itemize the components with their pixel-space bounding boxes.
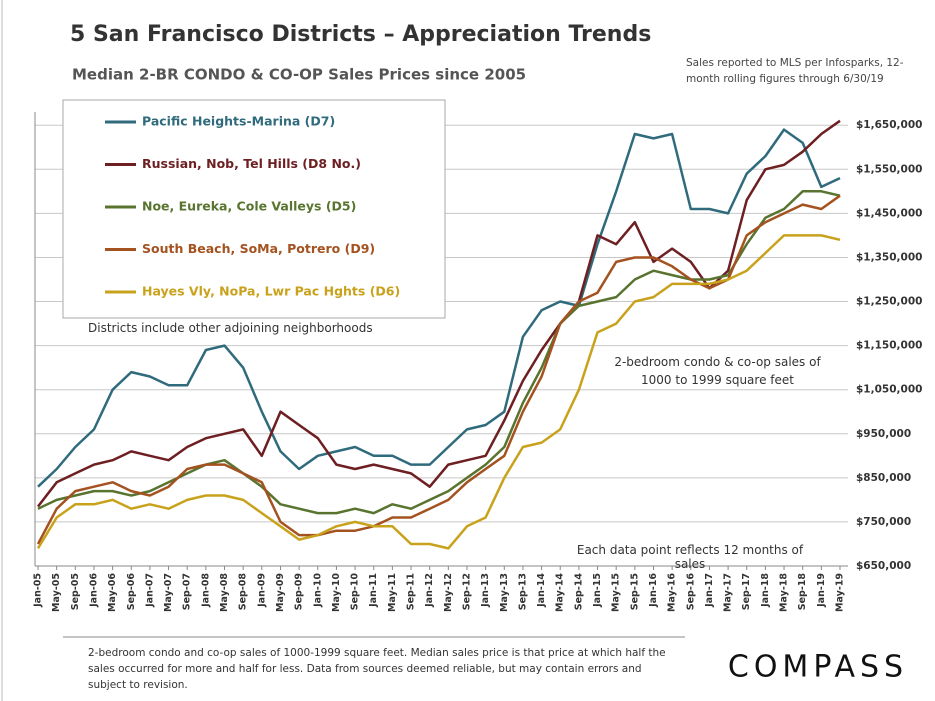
footnote: 2-bedroom condo and co-op sales of 1000-… <box>88 647 666 691</box>
x-tick-label: Jan-17 <box>704 573 715 608</box>
legend-box <box>62 99 446 319</box>
y-tick-label: $750,000 <box>856 516 911 528</box>
x-tick-label: Jan-13 <box>480 573 491 608</box>
x-tick-label: May-13 <box>499 573 510 612</box>
x-tick-label: Sep-09 <box>294 573 305 610</box>
x-tick-label: May-07 <box>163 573 174 612</box>
x-tick-label: May-16 <box>667 573 678 612</box>
x-tick-label: May-12 <box>443 573 454 612</box>
y-tick-label: $1,150,000 <box>856 340 922 352</box>
y-tick-label: $1,050,000 <box>856 384 922 396</box>
x-tick-label: May-11 <box>387 573 398 612</box>
x-tick-label: Sep-08 <box>238 573 249 611</box>
legend-label: Russian, Nob, Tel Hills (D8 No.) <box>142 156 361 171</box>
x-tick-label: Jan-19 <box>816 573 827 608</box>
x-tick-label: May-05 <box>51 573 62 612</box>
legend-label: Pacific Heights-Marina (D7) <box>142 114 335 129</box>
x-tick-label: Sep-18 <box>797 573 808 611</box>
y-tick-label: $1,350,000 <box>856 251 922 263</box>
annotation: Each data point reflects 12 months of sa… <box>576 543 804 571</box>
legend-label: Hayes Vly, NoPa, Lwr Pac Hghts (D6) <box>142 284 400 299</box>
brand-logo: COMPASS <box>728 650 908 685</box>
x-tick-label: Jan-14 <box>536 573 547 608</box>
x-tick-label: Sep-11 <box>406 573 417 610</box>
legend-label: Noe, Eureka, Cole Valleys (D5) <box>142 199 356 214</box>
x-tick-label: Sep-17 <box>741 573 752 610</box>
x-tick-label: May-10 <box>331 573 342 612</box>
x-tick-label: Jan-11 <box>368 573 379 608</box>
x-tick-label: Sep-14 <box>573 573 584 611</box>
legend-label: South Beach, SoMa, Potrero (D9) <box>142 241 375 256</box>
x-tick-label: Jan-09 <box>256 573 267 608</box>
x-tick-label: Jan-18 <box>760 573 771 608</box>
x-tick-label: May-17 <box>723 573 734 612</box>
x-tick-label: Jan-05 <box>33 573 44 608</box>
y-tick-label: $850,000 <box>856 472 911 484</box>
x-tick-label: Sep-15 <box>629 573 640 610</box>
y-tick-label: $650,000 <box>856 560 911 572</box>
x-tick-label: Sep-10 <box>350 573 361 611</box>
x-tick-label: Sep-05 <box>70 573 81 610</box>
x-tick-label: Sep-13 <box>517 573 528 610</box>
x-tick-label: Jan-10 <box>312 573 323 608</box>
x-tick-label: Jan-16 <box>648 573 659 608</box>
y-tick-label: $1,250,000 <box>856 296 922 308</box>
x-tick-label: May-15 <box>611 573 622 612</box>
chart-title: 5 San Francisco Districts – Appreciation… <box>70 22 651 47</box>
x-tick-label: May-06 <box>107 573 118 612</box>
x-tick-label: May-08 <box>219 573 230 612</box>
x-tick-label: Jan-07 <box>144 573 155 608</box>
x-tick-label: Sep-12 <box>461 573 472 610</box>
series-line <box>36 194 841 545</box>
x-tick-label: May-18 <box>779 573 790 612</box>
x-tick-label: May-19 <box>835 573 846 612</box>
x-tick-label: Sep-07 <box>182 573 193 610</box>
series-line <box>37 190 841 515</box>
annotation: 2-bedroom condo & co-op sales of 1000 to… <box>614 355 821 387</box>
x-tick-label: Jan-06 <box>88 573 99 608</box>
x-tick-label: Sep-16 <box>685 573 696 611</box>
annotation: Districts include other adjoining neighb… <box>88 321 373 335</box>
x-tick-label: May-09 <box>275 573 286 612</box>
chart-subtitle: Median 2-BR CONDO & CO-OP Sales Prices s… <box>72 66 526 84</box>
x-tick-label: May-14 <box>555 573 566 612</box>
x-tick-label: Jan-08 <box>200 573 211 608</box>
series-line <box>36 234 841 550</box>
y-tick-label: $950,000 <box>856 428 911 440</box>
series-line <box>37 128 841 488</box>
x-tick-label: Jan-12 <box>424 573 435 608</box>
x-tick-label: Sep-06 <box>126 573 137 611</box>
source-note: Sales reported to MLS per Infosparks, 12… <box>686 57 904 85</box>
y-tick-label: $1,450,000 <box>856 207 922 219</box>
x-tick-label: Jan-15 <box>592 573 603 608</box>
y-tick-label: $1,550,000 <box>856 163 922 175</box>
y-tick-label: $1,650,000 <box>856 119 922 131</box>
